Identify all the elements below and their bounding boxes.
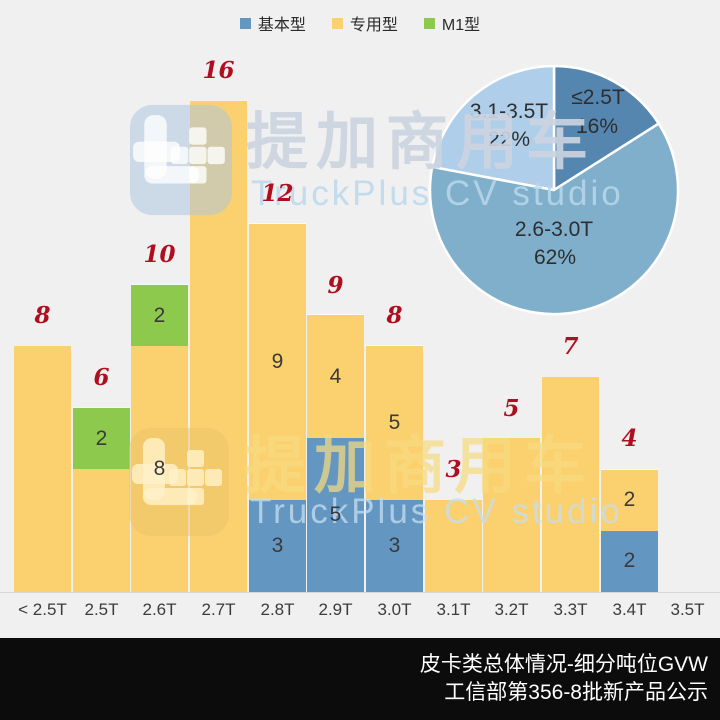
- stacked-bar: [249, 223, 306, 592]
- pie-slice: [430, 64, 556, 192]
- bar-segment: [131, 284, 188, 346]
- legend-item: M1型: [423, 11, 481, 35]
- stacked-bar: [425, 500, 482, 592]
- legend-swatch-icon: [331, 17, 343, 29]
- bar-segment: [601, 531, 658, 592]
- x-axis-tick-label: 3.0T: [377, 600, 412, 619]
- legend-item: 基本型: [239, 11, 306, 35]
- x-axis-tick-label: 3.2T: [494, 600, 529, 619]
- x-axis-tick-label: 3.3T: [553, 600, 588, 619]
- stacked-bar: [131, 284, 188, 592]
- stacked-bar: [601, 469, 658, 592]
- pie-slice-name-label: 3.1-3.5T: [469, 100, 549, 123]
- x-axis-labels: < 2.5T 2.5T 2.6T 2.7T 2.8T 2.9T 3.0T 3.1T 3.2T 3.…: [0, 600, 720, 624]
- stacked-bar: [366, 345, 423, 592]
- pie-svg: [428, 64, 680, 316]
- bar-segment: [307, 438, 364, 592]
- pie-chart: ≤2.5T 16% 2.6-3.0T 62% 3.1-3.5T 22%: [427, 63, 681, 317]
- bar-segment: [425, 500, 482, 592]
- pie-slice-percent-label: 16%: [575, 115, 619, 138]
- x-axis-tick-label: 3.4T: [612, 600, 647, 619]
- bar-segment: [249, 223, 306, 500]
- bar-segment: [249, 500, 306, 592]
- legend-swatch-icon: [239, 17, 251, 29]
- bar-segment: [131, 346, 188, 592]
- pie-slice-percent-label: 22%: [487, 128, 531, 151]
- stacked-bar: [542, 377, 599, 592]
- footer-title: 皮卡类总体情况-细分吨位GVW: [419, 653, 708, 676]
- x-axis-tick-label: 2.5T: [84, 600, 119, 619]
- stacked-bar: [73, 407, 130, 592]
- stacked-bar: [307, 314, 364, 592]
- legend-label: 专用型: [349, 17, 398, 34]
- bar-segment: [542, 377, 599, 592]
- stacked-bar: [14, 346, 71, 592]
- bar-segment: [190, 101, 247, 592]
- legend-item: 专用型: [331, 11, 398, 35]
- legend: 基本型 专用型 M1型: [0, 12, 720, 34]
- bar-segment: [366, 345, 423, 500]
- bar-segment: [73, 407, 130, 469]
- legend-label: M1型: [441, 17, 481, 34]
- pie-slice: [552, 64, 660, 192]
- stacked-bar: [483, 438, 540, 592]
- x-axis-tick-label: 3.5T: [670, 600, 705, 619]
- x-axis-tick-label: 2.8T: [260, 600, 295, 619]
- x-axis-tick-label: 2.9T: [318, 600, 353, 619]
- bar-segment: [483, 438, 540, 592]
- legend-label: 基本型: [257, 17, 306, 34]
- pie-slice-percent-label: 62%: [533, 246, 577, 269]
- pie-slice-name-label: 2.6-3.0T: [514, 218, 594, 241]
- x-axis-tick-label: 2.6T: [142, 600, 177, 619]
- x-axis-tick-label: 2.7T: [201, 600, 236, 619]
- footer-subtitle: 工信部第356-8批新产品公示: [444, 681, 708, 704]
- bar-segment: [14, 346, 71, 592]
- pie-slice: [428, 122, 680, 316]
- bar-segment: [601, 469, 658, 531]
- x-axis-tick-label: 3.1T: [436, 600, 471, 619]
- legend-swatch-icon: [423, 17, 435, 29]
- footer-caption: 皮卡类总体情况-细分吨位GVW 工信部第356-8批新产品公示: [0, 638, 720, 720]
- bar-segment: [307, 314, 364, 438]
- bar-segment: [366, 500, 423, 592]
- pie-slice-name-label: ≤2.5T: [571, 86, 625, 109]
- bar-segment: [73, 469, 130, 592]
- x-axis-tick-label: < 2.5T: [18, 600, 67, 619]
- stacked-bar: [190, 101, 247, 592]
